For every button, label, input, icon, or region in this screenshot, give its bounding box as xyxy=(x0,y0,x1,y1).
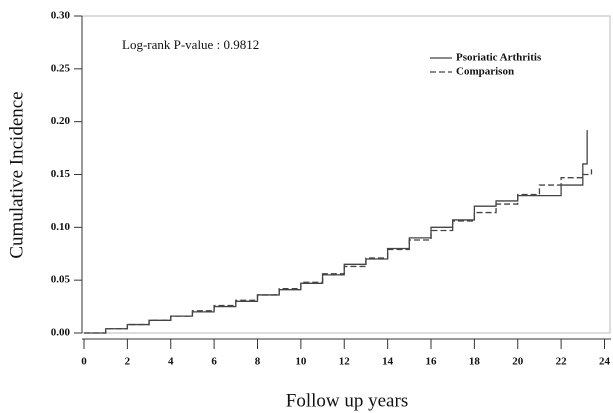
x-tick-label: 12 xyxy=(339,356,351,368)
y-tick-label: 0.00 xyxy=(51,327,71,339)
plot-frame xyxy=(81,15,611,334)
x-tick-label: 10 xyxy=(295,356,307,368)
y-tick-label: 0.05 xyxy=(51,274,71,286)
y-tick-label: 0.20 xyxy=(51,115,71,127)
x-tick-label: 6 xyxy=(211,356,217,368)
x-tick-label: 0 xyxy=(81,356,87,368)
legend-label: Psoriatic Arthritis xyxy=(456,52,542,64)
x-tick-label: 16 xyxy=(425,356,437,368)
y-axis-title: Cumulative Incidence xyxy=(6,91,27,258)
legend-label: Comparison xyxy=(456,66,514,78)
x-tick-label: 20 xyxy=(512,356,524,368)
x-tick-label: 18 xyxy=(469,356,481,368)
series-line xyxy=(84,169,593,334)
x-tick-label: 2 xyxy=(125,356,131,368)
x-tick-label: 24 xyxy=(599,356,611,368)
annotation: Log-rank P-value : 0.9812 xyxy=(122,37,259,52)
y-tick-label: 0.25 xyxy=(51,62,71,74)
y-tick-label: 0.10 xyxy=(51,221,71,233)
y-tick-label: 0.30 xyxy=(51,10,71,22)
y-tick-label: 0.15 xyxy=(51,168,71,180)
x-tick-label: 4 xyxy=(168,356,174,368)
x-tick-label: 14 xyxy=(382,356,394,368)
x-tick-label: 22 xyxy=(556,356,568,368)
x-axis-title: Follow up years xyxy=(286,390,408,411)
x-tick-label: 8 xyxy=(255,356,261,368)
series-line xyxy=(84,130,588,334)
